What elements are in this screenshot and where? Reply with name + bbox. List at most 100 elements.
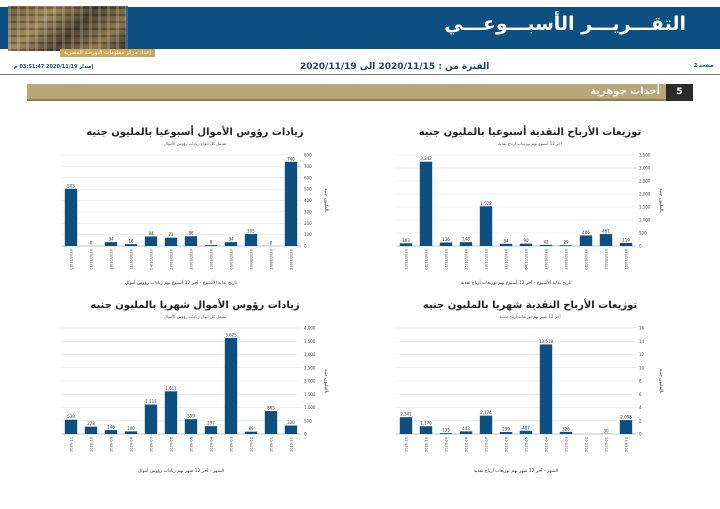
data-label: 320: [287, 420, 295, 425]
bar: [64, 419, 78, 434]
data-label: 119: [622, 237, 630, 242]
x-axis-label: الشهر - آخر 12 شهر بهم توزيعات أرباح نقد…: [474, 467, 558, 474]
x-tick-label: 01/11/2020: [445, 248, 449, 269]
y-tick-label: 500: [639, 231, 647, 236]
bar: [559, 245, 573, 246]
data-label: 29: [563, 240, 569, 245]
data-label: 30: [603, 428, 609, 433]
bar: [144, 404, 158, 434]
y-tick-label: 4: [639, 405, 642, 410]
bar: [184, 419, 198, 434]
section-title: أحداث جوهرية: [590, 86, 660, 97]
data-label: 86: [188, 231, 194, 236]
y-tick-label: 10: [639, 365, 645, 370]
issue-timestamp: إصدار 2020/11/19 03:51:47 م: [14, 64, 94, 70]
data-label: 403: [462, 426, 470, 431]
bar: [519, 243, 533, 246]
data-label: 103: [402, 238, 410, 243]
chart-svg: 0 500 1,000 1,500 2,000 2,500 3,000 3,500 4,000 ب…: [61, 326, 328, 474]
data-label: 278: [87, 421, 95, 426]
bar: [64, 188, 78, 246]
x-tick-label: 13/11/2020: [405, 248, 409, 269]
x-tick-label: 11/10/2020: [505, 248, 509, 269]
x-tick-label: 2020-01: [605, 437, 609, 452]
bar: [124, 244, 138, 246]
bar: [439, 242, 453, 246]
x-tick-label: 2019-11: [290, 437, 294, 452]
y-tick-label: 16: [639, 326, 645, 331]
x-tick-label: 25/10/2020: [465, 248, 469, 269]
data-label: 73: [168, 232, 174, 237]
bar: [459, 242, 473, 246]
chart-subtitle: آخر 12 شهر بهم توزيعات أرباح نقدية: [499, 314, 561, 319]
bar: [104, 430, 118, 434]
bar: [439, 433, 453, 434]
x-tick-label: 16/07/2020: [625, 248, 629, 269]
bar: [539, 344, 553, 434]
y-tick-label: 4,000: [304, 326, 316, 331]
x-tick-label: 06/09/2020: [230, 248, 234, 269]
bar: [84, 426, 98, 434]
y-axis-label: بالمليون جنيه: [323, 369, 328, 393]
x-tick-label: 2020-03: [565, 437, 569, 452]
bar: [284, 425, 298, 434]
y-tick-label: 2,000: [639, 192, 651, 197]
page-number: صفحة 2: [693, 63, 714, 69]
y-tick-label: 100: [304, 232, 312, 237]
chart-title: توزيعات الأرباح النقدية أسبوعيا بالمليون…: [418, 127, 642, 138]
data-label: 503: [67, 183, 75, 188]
x-tick-label: 2020-06: [170, 436, 174, 452]
bar: [499, 432, 513, 434]
data-label: 865: [267, 406, 275, 411]
data-label: 105: [247, 229, 255, 234]
y-tick-label: 1,500: [639, 205, 651, 210]
y-tick-label: 1,000: [639, 218, 651, 223]
y-tick-label: 3,500: [639, 153, 651, 158]
data-label: 539: [67, 414, 75, 419]
x-tick-label: 06/09/2020: [585, 248, 589, 269]
y-tick-label: 500: [304, 187, 312, 192]
x-tick-label: 06/11/2020: [425, 248, 429, 269]
bar: [164, 391, 178, 434]
bar: [284, 161, 298, 246]
data-label: 42: [543, 239, 549, 244]
y-tick-label: 2,500: [304, 365, 316, 370]
data-label: 100: [127, 426, 135, 431]
chart-dividends-monthly: توزيعات الأرباح النقدية شهريا بالمليون ج…: [390, 300, 670, 475]
bar: [204, 245, 218, 246]
bar: [419, 161, 433, 246]
x-tick-label: 18/10/2020: [485, 248, 489, 269]
data-label: 326: [562, 426, 570, 431]
report-period: الفترة من : 2020/11/15 الى 2020/11/19: [300, 62, 490, 72]
chart-title: توزيعات الأرباح النقدية شهريا بالمليون ج…: [422, 300, 638, 311]
x-tick-label: 30/08/2020: [605, 248, 609, 269]
report-title: التقـــريـــر الأسبـــوعـــي: [444, 13, 686, 35]
x-tick-label: 2020-09: [445, 436, 449, 452]
data-label: 136: [442, 237, 450, 242]
data-label: 148: [107, 425, 115, 430]
bar: [559, 431, 573, 434]
x-tick-label: 27/09/2020: [170, 248, 174, 269]
data-label: 8: [210, 240, 213, 245]
bar: [599, 234, 613, 246]
chart-capital-weekly: زيادات رؤوس الأموال أسبوعيا بالمليون جني…: [55, 127, 335, 287]
y-tick-label: 6: [639, 392, 642, 397]
data-label: 1,170: [420, 421, 432, 426]
data-label: 13,518: [539, 339, 553, 344]
x-axis-label: الشهر - آخر 12 شهر بهم زيادات رؤوس أموال: [138, 467, 224, 474]
x-tick-label: 2020-02: [250, 437, 254, 452]
x-tick-label: 2020-05: [190, 437, 194, 452]
y-tick-label: 200: [304, 221, 312, 226]
bar: [244, 431, 258, 434]
y-tick-label: 0: [639, 244, 642, 249]
x-tick-label: 2020-09: [110, 436, 114, 452]
x-tick-label: 2020-01: [270, 437, 274, 452]
meta-row: صفحة 2 الفترة من : 2020/11/15 الى 2020/1…: [0, 61, 720, 75]
x-tick-label: 11/10/2020: [130, 248, 134, 269]
y-tick-label: 600: [304, 175, 312, 180]
bar: [184, 236, 198, 246]
data-label: 148: [462, 237, 470, 242]
y-tick-label: 12: [639, 352, 645, 357]
x-tick-label: 18/10/2020: [110, 248, 114, 269]
